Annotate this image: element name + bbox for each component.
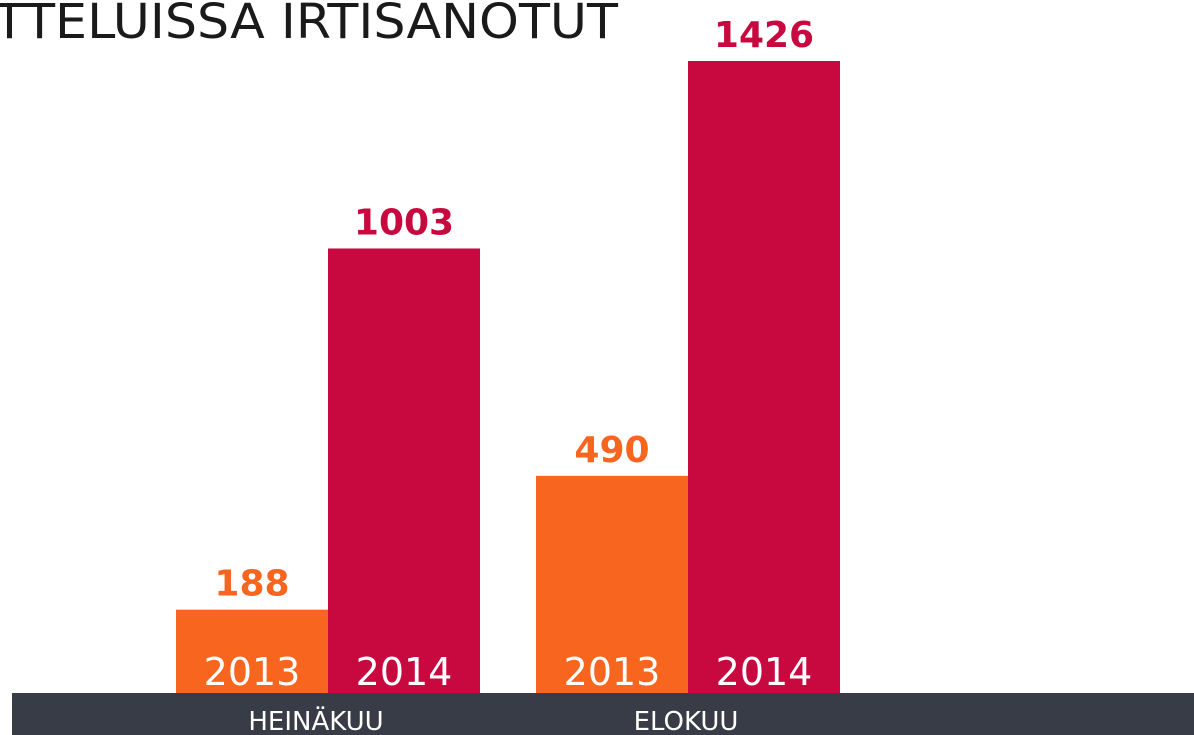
value-label: 188 [214, 564, 289, 605]
bar [536, 475, 689, 693]
x-tick-label: HEINÄKUU [248, 705, 383, 735]
bar [688, 60, 840, 693]
value-label: 1426 [714, 15, 814, 56]
series-label: 2013 [204, 650, 301, 694]
chart-title: TTELUISSA IRTISANOTUT [0, 0, 619, 50]
value-label: 1003 [354, 202, 454, 243]
series-label: 2014 [356, 650, 453, 694]
series-label: 2013 [564, 650, 661, 694]
series-label: 2014 [716, 650, 813, 694]
value-label: 490 [574, 430, 649, 471]
bar [176, 609, 329, 693]
x-tick-label: ELOKUU [634, 707, 739, 735]
bar [328, 248, 480, 693]
category-band [12, 693, 1194, 735]
